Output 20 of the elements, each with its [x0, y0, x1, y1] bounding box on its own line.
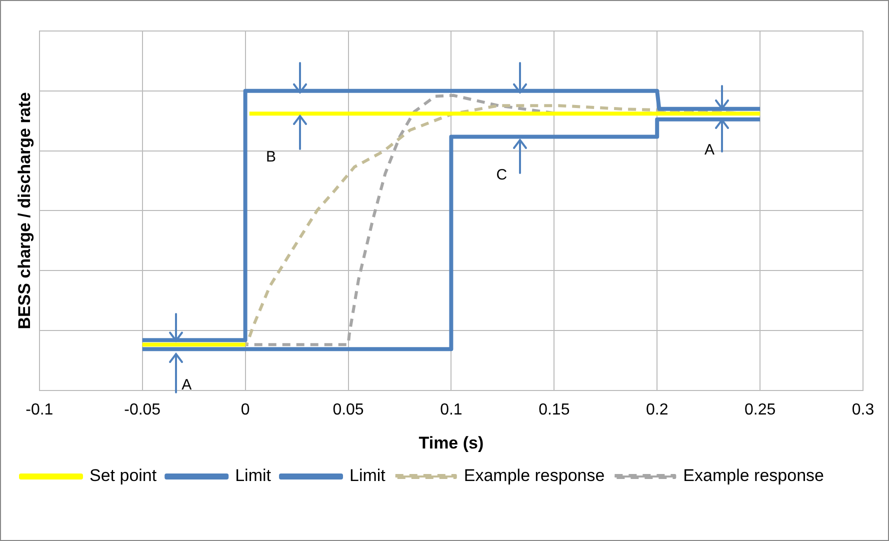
x-tick-label: 0.1: [440, 401, 462, 418]
legend-label: Example response: [683, 466, 824, 486]
x-tick-label: 0.05: [332, 401, 364, 418]
x-tick-label: 0.25: [744, 401, 776, 418]
x-axis-title: Time (s): [418, 433, 484, 452]
annotation: A: [704, 141, 715, 158]
x-tick-label: 0.15: [538, 401, 570, 418]
x-tick-label: 0.2: [646, 401, 668, 418]
x-tick-label: -0.1: [26, 401, 54, 418]
y-axis-title: BESS charge / discharge rate: [14, 92, 34, 330]
legend-label: Limit: [349, 466, 386, 486]
annotation: C: [496, 166, 508, 184]
annotation: B: [266, 148, 276, 166]
legend-label: Example response: [464, 466, 605, 486]
legend-label: Set point: [90, 466, 157, 486]
legend-label: Limit: [235, 466, 272, 486]
x-tick-label: 0: [240, 401, 250, 418]
x-tick-label: -0.05: [124, 401, 161, 418]
annotation: A: [182, 376, 192, 394]
x-tick-label: 0.3: [852, 401, 874, 418]
